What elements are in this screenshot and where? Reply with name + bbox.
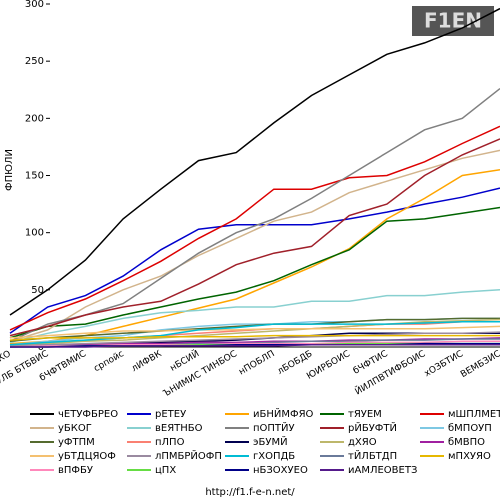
legend-label: вЕЯТНБО	[155, 423, 203, 434]
legend-label: рЙБУФТЙ	[348, 421, 397, 434]
legend-label: вПФБУ	[58, 465, 93, 476]
legend-label: пОПТЙУ	[253, 421, 295, 434]
y-tick-label: 150	[25, 171, 44, 182]
series-line	[9, 334, 500, 341]
legend-label: бМПОУП	[448, 423, 492, 434]
legend-label: чЕТУФБРЕО	[58, 409, 118, 420]
legend-label: иАМЛЕОВЕТЗ	[348, 465, 417, 476]
series-line	[9, 138, 500, 337]
legend-label: тЯУЕМ	[348, 409, 382, 420]
logo: F1EN	[412, 6, 494, 36]
x-tick-label: хОЗБТИС	[423, 349, 465, 379]
x-tick-label: ЮИРБОИС	[305, 349, 352, 382]
series-line	[9, 149, 500, 343]
y-tick-label: 50	[31, 285, 44, 296]
legend-label: уБТДЦЯОФ	[58, 451, 116, 462]
series-line	[9, 206, 500, 339]
series-line	[9, 337, 500, 348]
series-line	[9, 321, 500, 346]
series-line	[9, 88, 500, 342]
logo-text: F1EN	[424, 9, 482, 33]
x-tick-label: нБСИЙ	[168, 347, 202, 373]
series-line	[10, 343, 500, 348]
y-tick-label: 300	[25, 0, 44, 10]
series-line	[9, 325, 500, 339]
legend-label: эБУМЙ	[253, 435, 288, 448]
legend-label: рЕТЕУ	[155, 409, 186, 420]
legend-label: иБНЙМФЯО	[253, 407, 314, 420]
series-line	[9, 289, 500, 344]
legend-label: мПХУЯО	[448, 451, 491, 462]
legend-label: гХОПДБ	[253, 451, 295, 462]
legend-label: бМВПО	[448, 437, 485, 448]
legend-label: пЛПО	[155, 437, 185, 448]
series-line	[10, 342, 500, 348]
x-tick-label: нПОБЛП	[237, 349, 276, 377]
series-line	[9, 169, 500, 345]
legend-label: лПМБРЙОФП	[155, 449, 222, 462]
legend-label: дХЯО	[348, 437, 377, 448]
series-line	[9, 7, 500, 316]
y-tick-label: 200	[25, 113, 44, 124]
series-line	[9, 125, 500, 331]
legend-label: тЙЛБТДП	[348, 449, 397, 462]
legend-label: уФТПМ	[58, 437, 95, 448]
x-tick-label: српойс	[92, 349, 125, 374]
legend-label: уБКОГ	[58, 423, 92, 434]
x-tick-label: лИФВК	[130, 349, 164, 374]
x-tick-label: ВЕМБЗИС	[459, 349, 500, 380]
series-line	[9, 318, 500, 347]
series-line	[9, 331, 500, 347]
footer: http://f1.f-e-n.net/	[205, 487, 295, 498]
legend: чЕТУФБРЕО рЕТЕУ иБНЙМФЯО тЯУЕМ мШПЛМЕТ уБКОГ в…	[30, 407, 500, 476]
legend-label: цПХ	[155, 465, 176, 476]
y-tick-label: 100	[25, 228, 44, 239]
series-line	[9, 187, 500, 334]
legend-label: нБЗОХУЕО	[253, 465, 308, 476]
y-axis-label: ФПЮЛИ	[4, 149, 15, 191]
legend-label: мШПЛМЕТ	[448, 409, 500, 420]
y-tick-label: 250	[25, 56, 44, 67]
